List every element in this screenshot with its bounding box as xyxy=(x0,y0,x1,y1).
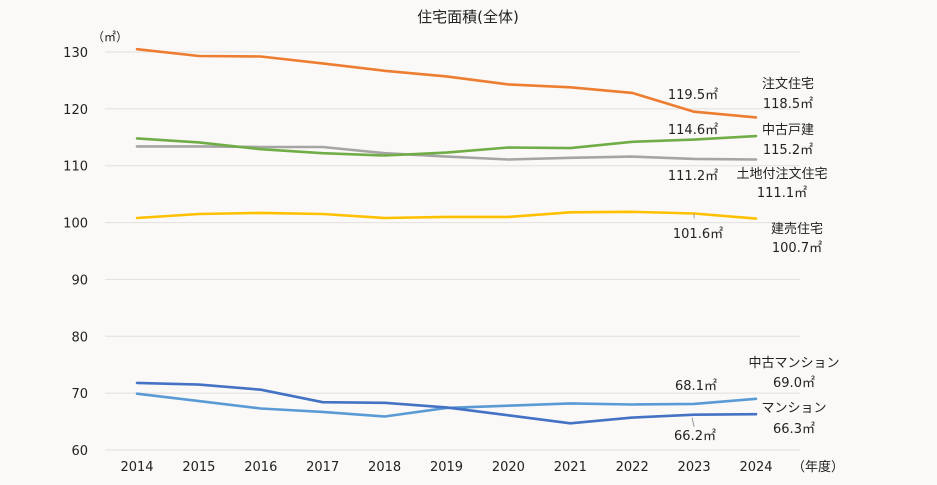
annotation-2023-value: 66.2㎡ xyxy=(674,429,716,444)
x-tick-label: 2021 xyxy=(554,460,587,475)
x-tick-label: 2019 xyxy=(430,460,463,475)
y-tick-label: 130 xyxy=(63,46,88,61)
x-tick-label: 2016 xyxy=(244,460,277,475)
x-tick-label: 2020 xyxy=(492,460,525,475)
y-tick-label: 80 xyxy=(71,330,88,345)
series-line-1 xyxy=(135,134,758,157)
series-name-label: 注文住宅 xyxy=(762,77,814,92)
y-tick-label: 60 xyxy=(71,444,88,459)
leader-line xyxy=(691,417,695,427)
y-tick-label: 120 xyxy=(63,103,88,118)
series-name-label: 中古戸建 xyxy=(762,123,814,138)
x-tick-label: 2014 xyxy=(120,460,153,475)
y-tick-label: 70 xyxy=(71,387,88,402)
annotation-2023-value: 114.6㎡ xyxy=(668,123,718,138)
series-name-label: マンション xyxy=(761,401,826,416)
annotation-2024-value: 69.0㎡ xyxy=(773,376,815,391)
annotation-2024-value: 66.3㎡ xyxy=(773,422,815,437)
annotation-2024-value: 115.2㎡ xyxy=(763,143,813,158)
y-tick-label: 90 xyxy=(71,273,88,288)
x-tick-label: 2024 xyxy=(739,460,772,475)
annotation-2023-value: 111.2㎡ xyxy=(668,169,718,184)
y-tick-label: 110 xyxy=(63,160,88,175)
x-tick-label: 2022 xyxy=(616,460,649,475)
y-axis-ticks: 60 70 80 90 100 110 120 130 xyxy=(63,46,88,459)
y-tick-label: 100 xyxy=(63,217,88,232)
annotation-2023-value: 101.6㎡ xyxy=(673,227,723,242)
annotation-2024-value: 100.7㎡ xyxy=(772,241,822,256)
series-line-5 xyxy=(135,381,758,425)
series-line-3 xyxy=(135,210,758,220)
series-lines xyxy=(135,47,758,425)
series-name-label: 土地付注文住宅 xyxy=(736,167,827,182)
x-axis-ticks: 2014 2015 2016 2017 2018 2019 2020 2021 2022 2023… xyxy=(120,460,772,475)
series-line-0 xyxy=(135,47,758,119)
annotation-2023-value: 68.1㎡ xyxy=(675,379,717,394)
x-axis-unit-label: （年度） xyxy=(792,459,844,475)
x-tick-label: 2015 xyxy=(182,460,215,475)
annotation-2024-value: 111.1㎡ xyxy=(757,186,807,201)
x-tick-label: 2018 xyxy=(368,460,401,475)
y-axis-unit-label: （㎡） xyxy=(92,30,128,44)
series-line-4 xyxy=(135,392,758,418)
annotation-2024-value: 118.5㎡ xyxy=(763,97,813,112)
gridlines xyxy=(105,51,800,451)
chart-title: 住宅面積(全体) xyxy=(417,8,519,26)
x-tick-label: 2017 xyxy=(306,460,339,475)
series-name-label: 建売住宅 xyxy=(771,221,823,237)
x-tick-label: 2023 xyxy=(678,460,711,475)
annotations: 119.5㎡ 注文住宅 118.5㎡ 114.6㎡ 中古戸建 115.2㎡ 111.2㎡ 土地… xyxy=(668,77,840,444)
annotation-2023-value: 119.5㎡ xyxy=(668,88,718,103)
series-name-label: 中古マンション xyxy=(748,356,839,371)
